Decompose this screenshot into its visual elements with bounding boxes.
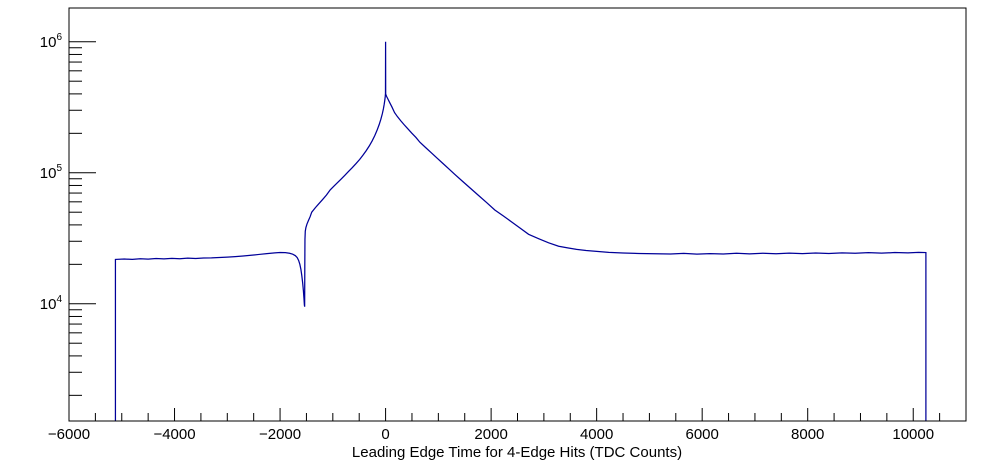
data-series	[114, 41, 927, 421]
x-tick-label: 8000	[791, 426, 824, 443]
x-axis-title: Leading Edge Time for 4-Edge Hits (TDC C…	[352, 444, 682, 461]
x-tick-label: −2000	[259, 426, 301, 443]
histogram-curve	[114, 41, 927, 421]
x-tick-label: 4000	[580, 426, 613, 443]
x-tick-label: 6000	[685, 426, 718, 443]
x-tick-label: 10000	[892, 426, 934, 443]
y-tick-label: 104	[40, 294, 63, 313]
plot-frame	[68, 7, 967, 422]
x-tick-label: 2000	[474, 426, 507, 443]
y-axis: 104 105 106	[40, 32, 96, 396]
x-tick-label: 0	[381, 426, 389, 443]
y-tick-label: 105	[40, 163, 63, 182]
x-axis: −6000 −4000 −2000 0 2000 4000 6000 8000 10000	[48, 408, 967, 443]
x-tick-label: −4000	[153, 426, 195, 443]
y-tick-label: 106	[40, 32, 63, 51]
x-tick-label: −6000	[48, 426, 90, 443]
frame-border	[68, 7, 967, 422]
